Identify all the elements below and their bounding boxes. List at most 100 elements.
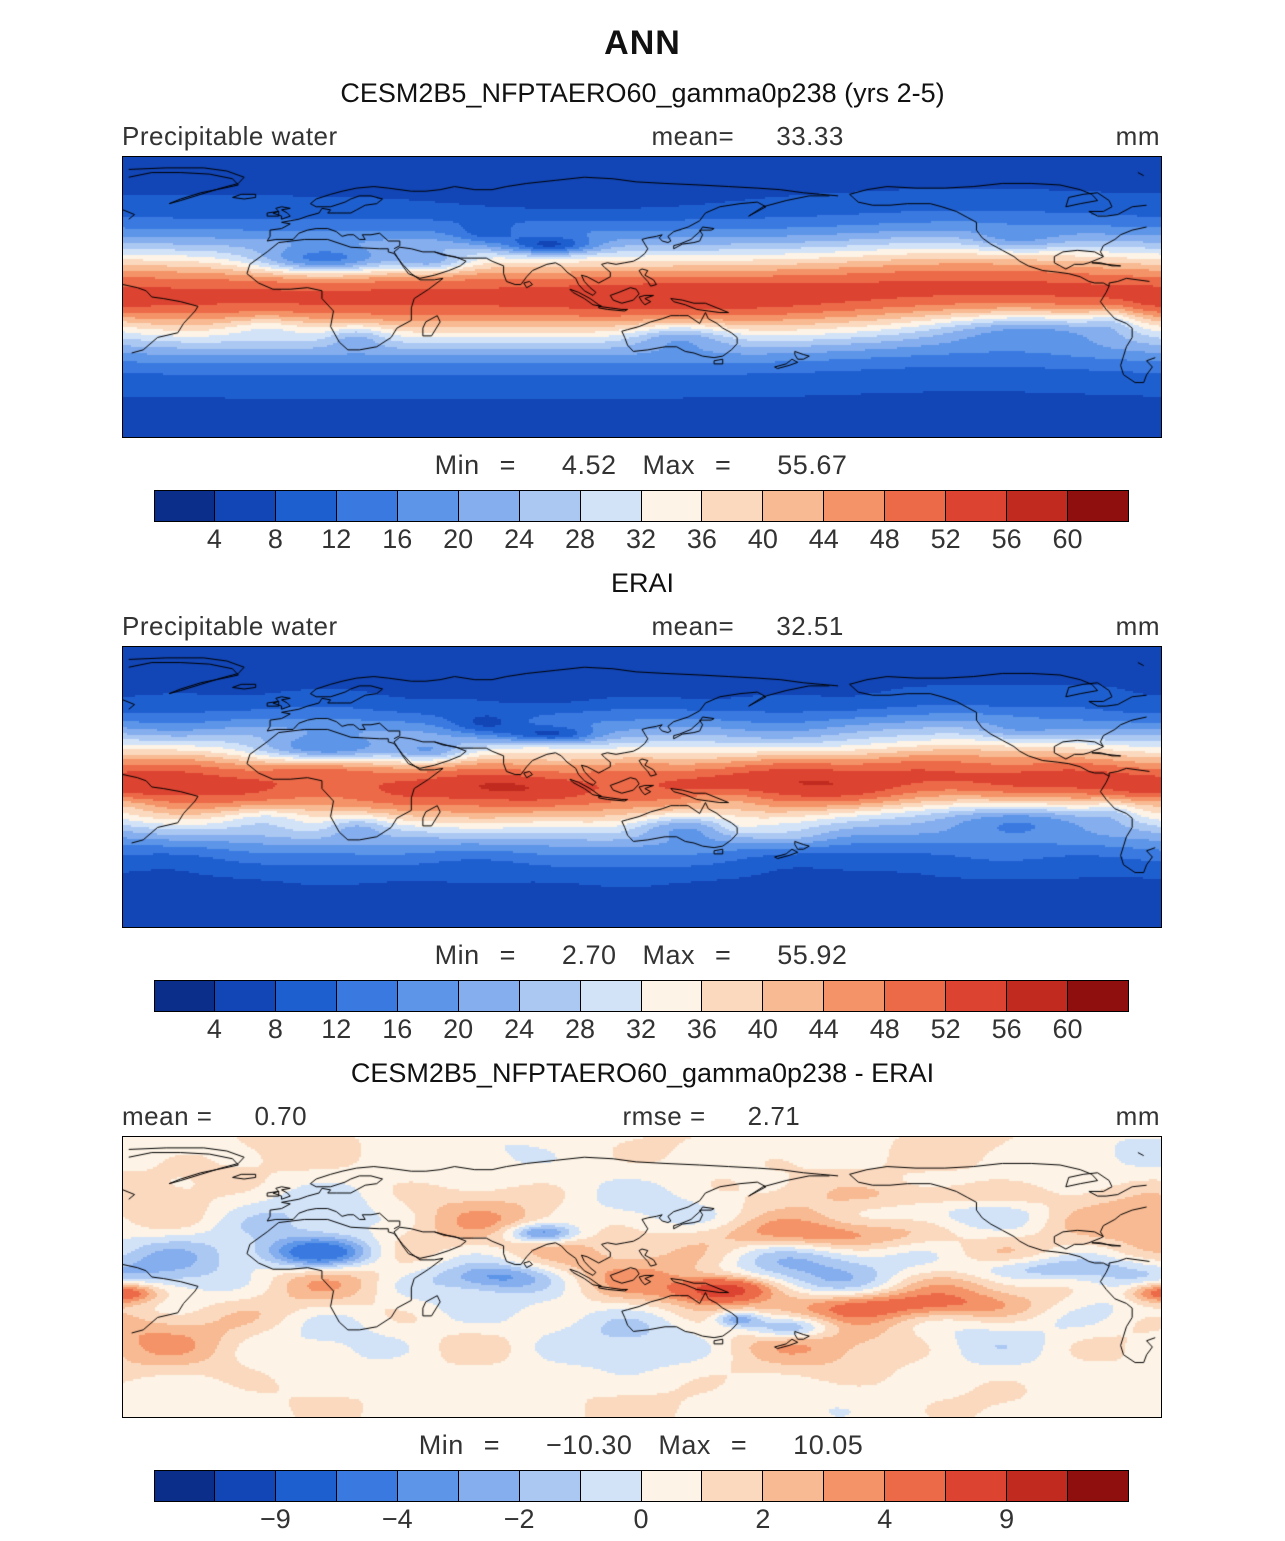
difference-min-value: −10.30 (546, 1430, 633, 1460)
difference-max-value: 10.05 (793, 1430, 864, 1460)
erai-max-label: Max (642, 940, 695, 970)
colorbar-tick-label: 36 (686, 1014, 717, 1044)
erai-map-canvas (122, 646, 1162, 928)
colorbar-segment (215, 1471, 277, 1501)
colorbar-segment (945, 981, 1007, 1011)
colorbar-tick-label: −4 (381, 1504, 413, 1534)
colorbar-tick-label: 12 (321, 1014, 352, 1044)
erai-min-value: 2.70 (561, 940, 617, 970)
erai-mean-label: mean= (651, 611, 735, 641)
colorbar-segment (763, 1471, 825, 1501)
colorbar-tick-label: −2 (503, 1504, 535, 1534)
colorbar-segment (398, 1471, 459, 1501)
colorbar-tick-label: 52 (930, 524, 961, 554)
model-panel-title: CESM2B5_NFPTAERO60_gamma0p238 (yrs 2-5) (340, 78, 945, 108)
colorbar-tick-label: −9 (259, 1504, 291, 1534)
difference-colorbar (153, 1470, 1129, 1502)
erai-min-label: Min (434, 940, 480, 970)
colorbar-segment (276, 981, 338, 1011)
colorbar-segment (154, 1471, 216, 1501)
equals-sign: = (730, 1430, 748, 1460)
colorbar-tick-label: 20 (443, 524, 474, 554)
colorbar-segment (519, 1471, 581, 1501)
colorbar-tick-label: 8 (267, 524, 283, 554)
colorbar-segment (458, 491, 520, 521)
model-colorbar (153, 490, 1129, 522)
colorbar-tick-label: 24 (504, 524, 535, 554)
model-min-label: Min (434, 450, 480, 480)
colorbar-segment (763, 491, 825, 521)
difference-units-label: mm (1115, 1101, 1160, 1131)
colorbar-tick-label: 60 (1052, 1014, 1083, 1044)
equals-sign: = (499, 940, 516, 970)
colorbar-tick-label: 28 (565, 1014, 596, 1044)
erai-stats-line: Min = 2.70 Max = 55.92 (122, 940, 1160, 972)
colorbar-segment (702, 1471, 764, 1501)
colorbar-segment (1006, 981, 1068, 1011)
model-max-label: Max (642, 450, 695, 480)
colorbar-tick-label: 16 (382, 1014, 413, 1044)
colorbar-segment (276, 1471, 338, 1501)
colorbar-tick-label: 44 (808, 1014, 839, 1044)
colorbar-segment (824, 981, 885, 1011)
colorbar-segment (276, 491, 338, 521)
model-mean-label: mean= (651, 121, 735, 151)
colorbar-tick-label: 60 (1052, 524, 1083, 554)
difference-mean-label: mean = (122, 1101, 213, 1131)
colorbar-segment (641, 491, 703, 521)
model-min-value: 4.52 (561, 450, 617, 480)
colorbar-tick-label: 8 (267, 1014, 283, 1044)
colorbar-segment (641, 981, 703, 1011)
colorbar-tick-label: 48 (869, 1014, 900, 1044)
colorbar-segment (154, 491, 216, 521)
model-mean-value: 33.33 (776, 121, 844, 151)
colorbar-tick-label: 28 (565, 524, 596, 554)
colorbar-tick-label: 52 (930, 1014, 961, 1044)
colorbar-tick-label: 40 (747, 1014, 778, 1044)
colorbar-tick-label: 4 (206, 1014, 222, 1044)
model-colorbar-ticks: 4 8 12 16 20 24 28 32 36 40 44 48 52 56 60 (154, 522, 1129, 556)
colorbar-segment (458, 1471, 520, 1501)
colorbar-segment (215, 491, 277, 521)
figure-title: ANN (604, 24, 681, 62)
model-panel-header: Precipitable water mean= 33.33 mm (122, 120, 1160, 152)
colorbar-segment (337, 491, 398, 521)
colorbar-segment (1067, 491, 1128, 521)
difference-min-label: Min (418, 1430, 464, 1460)
colorbar-tick-label: 56 (991, 524, 1022, 554)
equals-sign: = (483, 1430, 501, 1460)
colorbar-segment (580, 491, 642, 521)
difference-stats-line: Min = −10.30 Max = 10.05 (122, 1430, 1160, 1462)
panel-difference: mean = 0.70 rmse = 2.71 mm Min = −10.30 Max = 1… (122, 1100, 1162, 1536)
erai-field-label: Precipitable water (122, 611, 338, 641)
colorbar-tick-label: 2 (755, 1504, 771, 1534)
model-units-label: mm (1115, 121, 1160, 151)
panel-model: Precipitable water mean= 33.33 mm Min = 4.5… (122, 120, 1162, 556)
colorbar-segment (337, 1471, 398, 1501)
erai-panel-title: ERAI (610, 568, 675, 598)
colorbar-segment (154, 981, 216, 1011)
colorbar-segment (885, 491, 946, 521)
erai-colorbar (153, 980, 1129, 1012)
colorbar-tick-label: 9 (999, 1504, 1015, 1534)
colorbar-tick-label: 0 (633, 1504, 649, 1534)
colorbar-segment (215, 981, 277, 1011)
colorbar-segment (1006, 491, 1068, 521)
difference-panel-header: mean = 0.70 rmse = 2.71 mm (122, 1100, 1160, 1132)
colorbar-segment (1067, 981, 1128, 1011)
colorbar-segment (398, 981, 459, 1011)
colorbar-segment (945, 1471, 1007, 1501)
difference-panel-title: CESM2B5_NFPTAERO60_gamma0p238 - ERAI (350, 1058, 935, 1088)
erai-colorbar-ticks: 4 8 12 16 20 24 28 32 36 40 44 48 52 56 60 (154, 1012, 1129, 1046)
colorbar-segment (1067, 1471, 1128, 1501)
difference-colorbar-wrap: −9 −4 −2 0 2 4 9 (153, 1470, 1129, 1536)
colorbar-segment (580, 1471, 642, 1501)
colorbar-segment (945, 491, 1007, 521)
model-max-value: 55.67 (777, 450, 848, 480)
difference-rmse-label: rmse = (622, 1101, 706, 1131)
erai-max-value: 55.92 (777, 940, 848, 970)
erai-units-label: mm (1115, 611, 1160, 641)
colorbar-tick-label: 24 (504, 1014, 535, 1044)
colorbar-tick-label: 48 (869, 524, 900, 554)
colorbar-segment (337, 981, 398, 1011)
